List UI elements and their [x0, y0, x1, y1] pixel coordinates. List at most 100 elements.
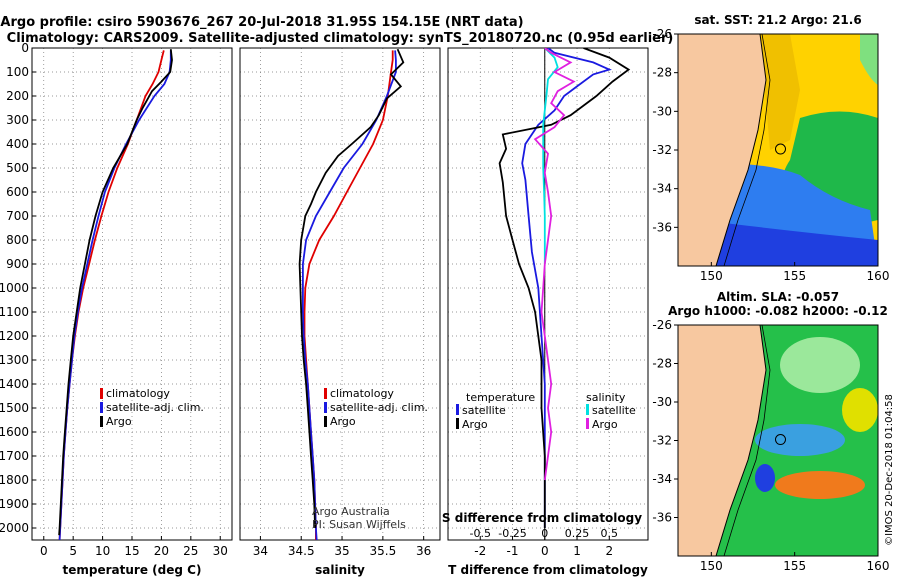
series-group: [498, 48, 631, 528]
series-line-t-satellite: [521, 48, 612, 528]
y-tick-label: 0: [21, 41, 29, 55]
y-tick-label: 1900: [0, 497, 29, 511]
map-y-tick-label: -32: [652, 434, 672, 448]
legend-swatch: [456, 418, 459, 429]
x-tick-label: 34: [253, 544, 268, 558]
sla-shelf-contour: [723, 325, 771, 556]
map-y-tick-label: -30: [652, 104, 672, 118]
sst-field-cold: [678, 220, 878, 266]
s-tick-label: 0.5: [601, 527, 619, 540]
credit-annotation: Argo Australia: [312, 505, 390, 518]
legend-label: satellite-adj. clim.: [330, 401, 428, 414]
y-tick-label: 800: [6, 233, 29, 247]
legend-swatch: [456, 404, 459, 415]
series-line-s-argo: [533, 48, 576, 481]
plot-frame: [447, 47, 649, 541]
y-tick-label: 1800: [0, 473, 29, 487]
map-x-tick-label: 160: [867, 559, 890, 573]
sst-map-panel: sat. SST: 21.2 Argo: 21.6 150 155 160 -26 -2…: [652, 13, 889, 283]
legend-label: Argo: [106, 415, 132, 428]
y-tick-label: 200: [6, 89, 29, 103]
x-tick-label: -1: [507, 544, 519, 558]
map-y-tick-label: -30: [652, 395, 672, 409]
map-y-tick-label: -34: [652, 472, 672, 486]
sla-map-title-line2: Argo h1000: -0.082 h2000: -0.12: [668, 304, 888, 318]
x-tick-label: 0: [40, 544, 48, 558]
series-line-satellite-adj-clim-: [58, 50, 172, 540]
legend-swatch: [100, 416, 103, 427]
map-y-tick-label: -34: [652, 182, 672, 196]
x-tick-label: 35.5: [369, 544, 396, 558]
legend-swatch: [100, 388, 103, 399]
map-y-tick-label: -28: [652, 66, 672, 80]
legend-swatch: [586, 404, 589, 415]
legend-title-temperature: temperature: [466, 391, 535, 404]
x-axis-label: T difference from climatology: [448, 563, 648, 577]
y-tick-label: 100: [6, 65, 29, 79]
y-tick-label: 1100: [0, 305, 29, 319]
figure-title-line1: Argo profile: csiro 5903676_267 20-Jul-2…: [0, 15, 523, 30]
s-tick-label: -0.25: [498, 527, 526, 540]
series-line-climatology: [303, 50, 394, 540]
x-tick-label: 10: [95, 544, 110, 558]
x-tick-label: 15: [124, 544, 139, 558]
y-tick-label: 1200: [0, 329, 29, 343]
legend-swatch: [324, 402, 327, 413]
s-tick-label: 0: [541, 527, 548, 540]
y-tick-label: 1600: [0, 425, 29, 439]
sst-map-title: sat. SST: 21.2 Argo: 21.6: [694, 13, 861, 27]
legend-label: climatology: [106, 387, 170, 400]
legend-swatch: [586, 418, 589, 429]
sla-field-low: [755, 424, 845, 456]
legend-swatch: [324, 416, 327, 427]
x-tick-label: 0: [541, 544, 549, 558]
y-tick-label: 1000: [0, 281, 29, 295]
sla-field-eddy-cold: [755, 464, 775, 492]
series-group: [298, 48, 405, 540]
x-tick-label: 20: [154, 544, 169, 558]
imos-credit: ©IMOS 20-Dec-2018 01:04:58: [884, 394, 895, 546]
series-line-argo: [298, 48, 405, 529]
figure-title-line2: Climatology: CARS2009. Satellite-adjuste…: [7, 31, 674, 46]
sst-field-green-ne: [860, 34, 878, 85]
series-line-t-argo: [498, 48, 631, 528]
map-y-tick-label: -32: [652, 143, 672, 157]
series-line-argo: [58, 49, 173, 536]
y-tick-label: 900: [6, 257, 29, 271]
x-axis-label: salinity: [315, 563, 365, 577]
x-tick-label: -2: [474, 544, 486, 558]
sla-map-title-line1: Altim. SLA: -0.057: [717, 290, 839, 304]
sla-map-panel: Altim. SLA: -0.057 Argo h1000: -0.082 h2…: [652, 290, 889, 573]
map-y-tick-label: -28: [652, 357, 672, 371]
x-tick-label: 30: [213, 544, 228, 558]
sst-land: [678, 34, 767, 266]
map-x-tick-label: 150: [700, 269, 723, 283]
y-tick-label: 300: [6, 113, 29, 127]
x-tick-label: 5: [69, 544, 77, 558]
difference-profile-panel: -2 -1 0 1 2 T difference from climatology temp…: [442, 47, 649, 577]
x-tick-label: 35: [334, 544, 349, 558]
s-difference-axis-label: S difference from climatology: [442, 511, 642, 525]
map-y-tick-label: -36: [652, 220, 672, 234]
x-axis-label: temperature (deg C): [63, 563, 202, 577]
x-tick-label: 1: [573, 544, 581, 558]
y-tick-label: 500: [6, 161, 29, 175]
float-position-marker: [775, 143, 786, 155]
s-tick-label: 0.25: [565, 527, 590, 540]
x-tick-label: 2: [605, 544, 613, 558]
y-tick-label: 1500: [0, 401, 29, 415]
legend-label: satellite: [462, 404, 506, 417]
map-x-tick-label: 155: [783, 269, 806, 283]
legend-label: satellite-adj. clim.: [106, 401, 204, 414]
legend-swatch: [324, 388, 327, 399]
salinity-profile-panel: 34 34.5 35 35.5 36 salinity climatologysatelli…: [239, 47, 441, 577]
x-tick-label: 36: [416, 544, 431, 558]
y-tick-label: 700: [6, 209, 29, 223]
y-tick-label: 600: [6, 185, 29, 199]
legend-label: Argo: [462, 418, 488, 431]
sla-field-high: [780, 337, 860, 393]
temperature-profile-panel: 0 5 10 15 20 25 30 temperature (deg C) 0 100 200 30…: [0, 41, 233, 577]
map-y-tick-label: -26: [652, 27, 672, 41]
credit-annotation: PI: Susan Wijffels: [312, 518, 406, 531]
